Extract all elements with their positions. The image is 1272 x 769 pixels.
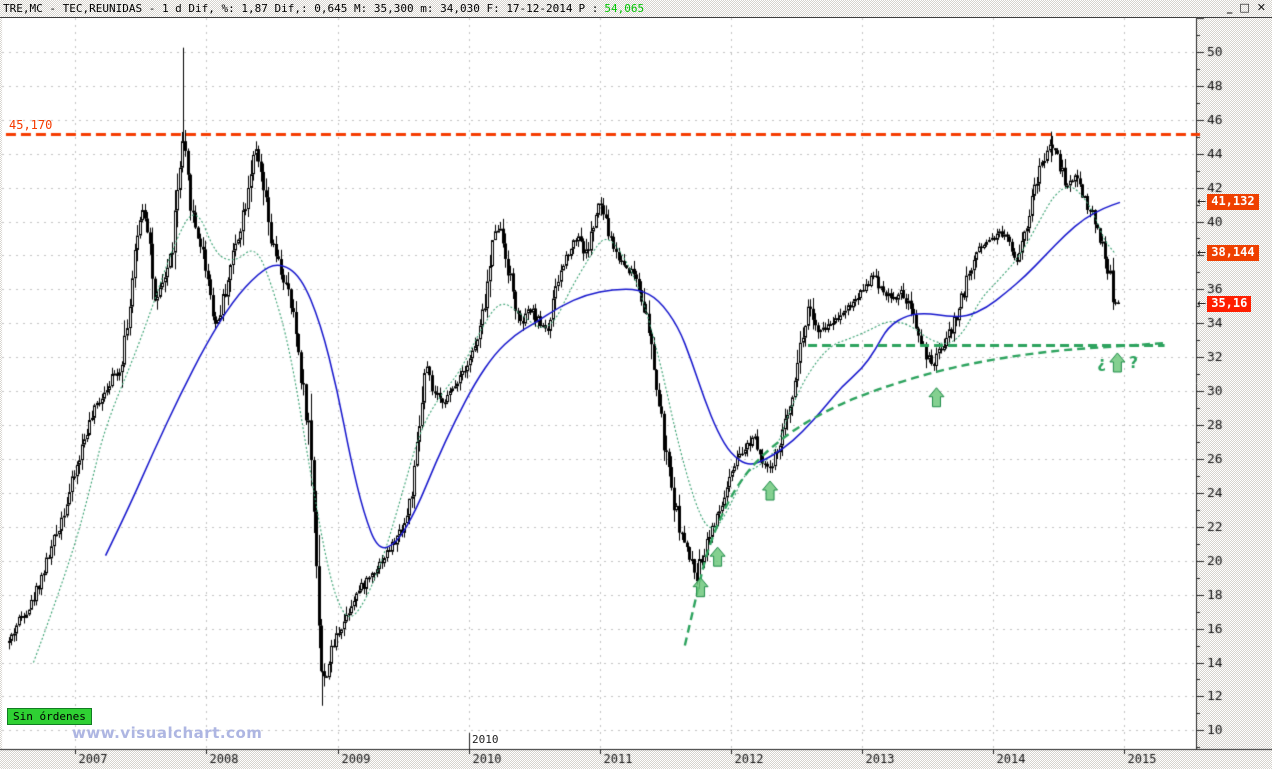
no-orders-badge: Sin órdenes: [7, 708, 92, 725]
inner-year-label: 2010: [472, 733, 499, 746]
resistance-price-label: 45,170: [9, 117, 53, 132]
price-marker-ma-fast: ← 38,144: [1197, 245, 1259, 261]
left-arrow-icon: ←: [1197, 195, 1207, 208]
maximize-button[interactable]: □: [1239, 1, 1250, 14]
price-marker-ma-slow: ← 41,132: [1197, 194, 1259, 210]
visualchart-watermark: www.visualchart.com: [72, 724, 263, 742]
price-marker-value: 38,144: [1207, 245, 1259, 261]
window-controls: _ □ ✕: [1227, 0, 1266, 17]
price-marker-value: 41,132: [1207, 194, 1259, 210]
close-button[interactable]: ✕: [1256, 1, 1266, 14]
window-titlebar[interactable]: TRE,MC - TEC,REUNIDAS - 1 d Dif, %: 1,87…: [0, 0, 1272, 18]
left-arrow-icon: ←: [1197, 297, 1207, 310]
price-marker-last: ← 35,16: [1197, 296, 1252, 312]
chart-title: TRE,MC - TEC,REUNIDAS - 1 d Dif, %: 1,87…: [3, 2, 573, 15]
last-price-label: P :: [578, 2, 599, 15]
left-arrow-icon: ←: [1197, 246, 1207, 259]
minimize-button[interactable]: _: [1226, 1, 1233, 14]
last-price-value: 54,065: [604, 2, 645, 15]
price-marker-value: 35,16: [1207, 296, 1252, 312]
